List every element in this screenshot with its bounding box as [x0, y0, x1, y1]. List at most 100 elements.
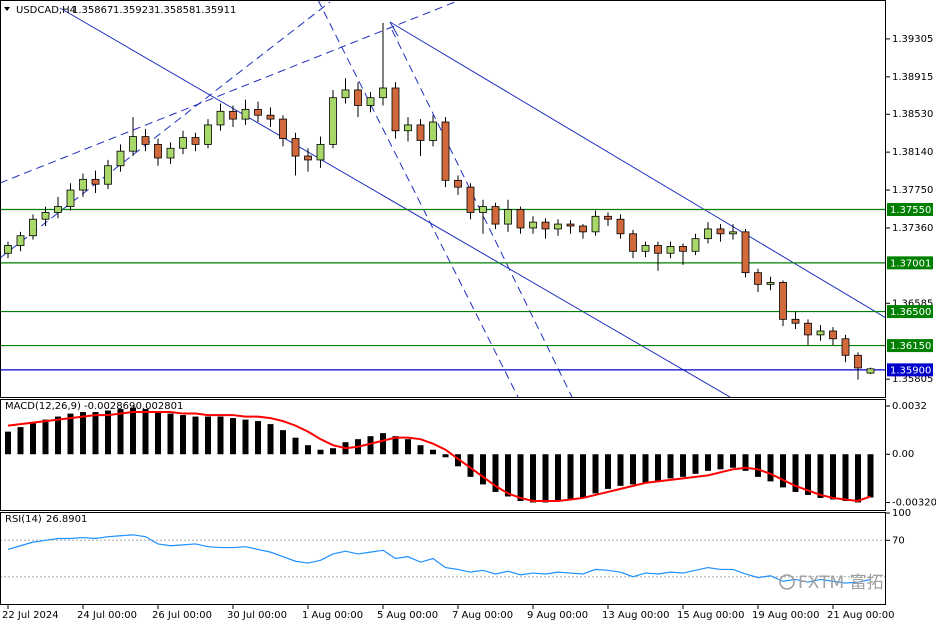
trend-lines	[0, 0, 886, 397]
candle-body	[566, 223, 575, 227]
candle-body	[154, 143, 162, 159]
rsi-line	[7, 534, 871, 584]
plot-layer: 1.39305 1.38915 1.38530 1.38140 1.37750 1.373…	[0, 22, 936, 621]
candle-body	[804, 322, 812, 336]
macd-frame	[0, 399, 886, 511]
candle-body	[79, 178, 87, 191]
candle-body	[591, 215, 600, 233]
y-tick-label: 1.38915	[892, 72, 933, 83]
candle-body	[754, 272, 762, 285]
candle-body	[679, 246, 687, 252]
x-tick-label: 19 Aug 00:00	[752, 610, 819, 621]
macd-bar	[667, 454, 674, 479]
candle-body	[766, 281, 775, 285]
macd-bar	[605, 454, 611, 489]
y-tick-label: 0.00	[892, 449, 914, 460]
level-label: 1.37001	[890, 258, 931, 269]
y-tick-label: 1.38140	[892, 147, 933, 158]
price-label: 1.35900	[890, 365, 931, 376]
macd-bar	[167, 413, 174, 455]
macd-bar	[492, 454, 499, 492]
macd-bar	[130, 407, 136, 455]
macd-bar	[430, 449, 436, 455]
signal-line	[7, 411, 871, 502]
macd-bar	[480, 454, 486, 485]
candle-body	[604, 215, 612, 220]
macd-bar	[255, 421, 261, 455]
candle-body	[291, 138, 300, 157]
candle-body	[541, 221, 550, 230]
candle-body	[504, 209, 512, 225]
trend-line	[389, 21, 886, 319]
macd-bar	[317, 449, 324, 455]
macd-bar	[855, 454, 861, 503]
candle-body	[691, 238, 700, 252]
candle-body	[429, 121, 437, 141]
candle-body	[516, 209, 525, 229]
level-label: 1.36150	[890, 341, 931, 352]
macd-bar	[742, 454, 749, 471]
macd-bar	[730, 454, 736, 468]
level-label: 1.36500	[890, 307, 931, 318]
candle-body	[441, 121, 450, 181]
macd-bar	[417, 445, 424, 455]
main-frame	[0, 0, 886, 398]
x-tick-label: 24 Jul 00:00	[77, 610, 137, 621]
macd-bar	[555, 454, 561, 501]
x-tick-label: 5 Aug 00:00	[377, 610, 438, 621]
x-tick-label: 1 Aug 00:00	[302, 610, 363, 621]
macd-bar	[467, 454, 474, 477]
macd-bar	[242, 419, 249, 455]
x-tick-label: 22 Jul 2024	[2, 610, 59, 621]
macd-bar	[217, 416, 224, 455]
macd-bar	[542, 454, 549, 503]
x-tick-label: 15 Aug 00:00	[677, 610, 744, 621]
candle-body	[779, 281, 787, 320]
macd-bar	[867, 454, 874, 498]
candle-body	[366, 97, 375, 106]
macd-bar	[392, 436, 399, 455]
channel-line	[0, 1, 456, 184]
fan-line	[317, 0, 519, 397]
macd-bar	[530, 454, 536, 503]
macd-bar	[842, 454, 849, 501]
x-tick-label: 30 Jul 00:00	[227, 610, 287, 621]
candle-body	[329, 97, 337, 145]
y-tick-label: 1.37750	[892, 185, 933, 196]
macd-bar	[517, 454, 524, 501]
macd-bar	[642, 454, 649, 483]
candle-body	[166, 147, 175, 159]
macd-bar	[17, 427, 24, 455]
macd-bar	[80, 412, 86, 455]
macd-bar	[267, 424, 274, 455]
y-tick-label: 100	[892, 508, 911, 519]
macd-bar	[367, 436, 374, 455]
candle-body	[91, 178, 100, 185]
macd-bar	[755, 454, 761, 477]
y-tick-label: 1.38530	[892, 109, 933, 120]
macd-bar	[192, 416, 199, 455]
macd-bar	[655, 454, 661, 482]
macd-bar	[680, 454, 686, 477]
macd-bar	[380, 433, 386, 455]
macd-bar	[330, 448, 336, 455]
candle-body	[129, 136, 137, 152]
macd-bar	[767, 454, 774, 482]
candle-body	[229, 110, 237, 120]
candle-body	[829, 330, 837, 340]
macd-bar	[180, 415, 186, 455]
candle-body	[116, 150, 125, 167]
candle-body	[466, 186, 475, 213]
channel-line	[0, 1, 331, 259]
candle-body	[454, 179, 462, 188]
menu-icon	[4, 7, 10, 11]
level-tag	[887, 256, 933, 270]
trend-line	[59, 7, 731, 397]
candle-body	[841, 338, 850, 356]
fan-line	[391, 29, 573, 397]
candle-body	[654, 245, 662, 254]
macd-bar	[455, 454, 461, 467]
watermark-icon	[779, 574, 795, 590]
candle-body	[866, 368, 875, 374]
